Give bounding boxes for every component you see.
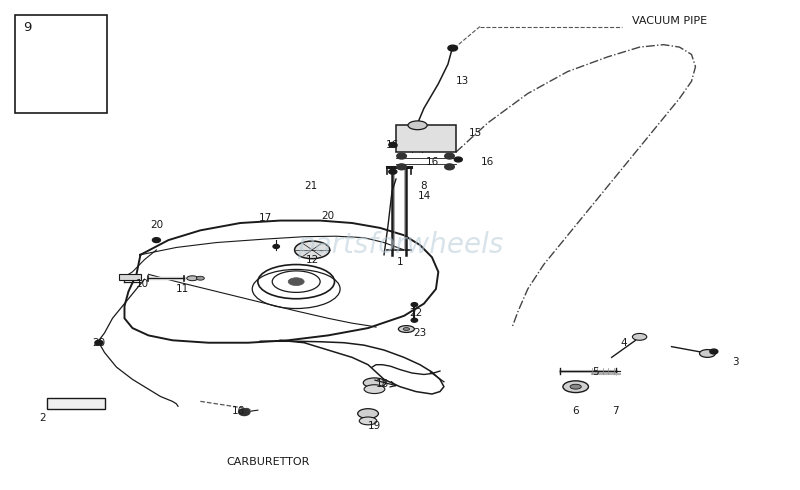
Ellipse shape <box>699 349 715 357</box>
Text: 18: 18 <box>376 379 389 389</box>
Ellipse shape <box>398 326 414 332</box>
Ellipse shape <box>364 385 385 393</box>
Text: 12: 12 <box>306 255 318 265</box>
Ellipse shape <box>363 378 386 388</box>
Circle shape <box>389 169 397 174</box>
Ellipse shape <box>288 278 304 286</box>
Circle shape <box>273 245 279 248</box>
Circle shape <box>52 58 66 67</box>
Bar <box>15 15 107 113</box>
Text: 15: 15 <box>470 127 482 138</box>
Text: 11: 11 <box>176 284 190 294</box>
Bar <box>47 398 105 409</box>
Text: 16: 16 <box>232 406 246 416</box>
Circle shape <box>95 340 103 345</box>
Text: 1: 1 <box>397 257 403 267</box>
Circle shape <box>153 238 161 243</box>
Ellipse shape <box>358 409 378 418</box>
Ellipse shape <box>563 381 589 392</box>
Text: 7: 7 <box>612 406 619 416</box>
Text: 5: 5 <box>592 367 599 377</box>
Circle shape <box>710 349 718 354</box>
Text: 20: 20 <box>92 338 106 348</box>
Text: CARBURETTOR: CARBURETTOR <box>226 458 310 467</box>
Text: 20: 20 <box>322 211 334 220</box>
Text: 13: 13 <box>456 76 469 86</box>
Text: 9: 9 <box>23 21 31 34</box>
Text: 16: 16 <box>386 140 398 150</box>
Ellipse shape <box>359 417 377 425</box>
Circle shape <box>448 45 458 51</box>
Text: 14: 14 <box>418 191 430 201</box>
Ellipse shape <box>632 333 646 340</box>
Text: 19: 19 <box>368 421 381 431</box>
Text: 6: 6 <box>572 406 579 416</box>
Text: 3: 3 <box>732 357 738 368</box>
Ellipse shape <box>186 276 198 281</box>
Ellipse shape <box>408 121 427 130</box>
Circle shape <box>389 143 397 147</box>
Text: 22: 22 <box>410 308 422 318</box>
Text: 16: 16 <box>426 157 438 167</box>
Circle shape <box>445 153 454 159</box>
Text: 21: 21 <box>304 181 317 192</box>
Text: 4: 4 <box>620 338 627 348</box>
Circle shape <box>397 164 406 170</box>
Ellipse shape <box>403 328 410 331</box>
Text: VACUUM PIPE: VACUUM PIPE <box>631 16 706 26</box>
Text: 17: 17 <box>259 213 273 223</box>
Circle shape <box>238 409 250 416</box>
Bar <box>119 274 142 280</box>
Circle shape <box>411 318 418 322</box>
Text: 8: 8 <box>421 181 427 192</box>
Ellipse shape <box>196 276 204 280</box>
Circle shape <box>445 164 454 170</box>
Circle shape <box>397 153 406 159</box>
Bar <box>396 125 456 152</box>
Text: 2: 2 <box>39 414 46 423</box>
Text: 20: 20 <box>150 220 163 230</box>
Ellipse shape <box>570 384 582 389</box>
Text: 16: 16 <box>482 157 494 167</box>
Text: partsforwheels: partsforwheels <box>297 231 503 259</box>
Ellipse shape <box>294 241 330 259</box>
Circle shape <box>454 157 462 162</box>
Text: 10: 10 <box>136 279 150 289</box>
Circle shape <box>411 303 418 307</box>
Text: 23: 23 <box>414 328 426 338</box>
